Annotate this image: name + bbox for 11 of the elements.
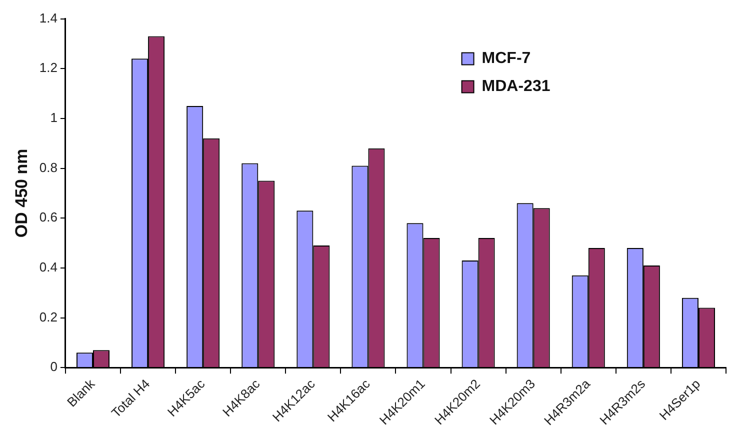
y-tick-label: 1.4 [39, 10, 58, 26]
y-tick-label: 0.2 [39, 309, 58, 324]
y-tick-label: 0.8 [39, 160, 58, 175]
y-axis-title: OD 450 nm [12, 148, 31, 238]
y-tick-label: 1 [50, 110, 58, 126]
y-tick-label: 1.2 [39, 60, 58, 76]
y-tick-label: 0.4 [39, 260, 58, 275]
y-tick-label: 0.6 [39, 210, 58, 225]
legend-label: MCF-7 [482, 50, 531, 68]
legend-label: MDA-231 [482, 78, 550, 96]
y-tick-label: 0 [50, 359, 58, 374]
